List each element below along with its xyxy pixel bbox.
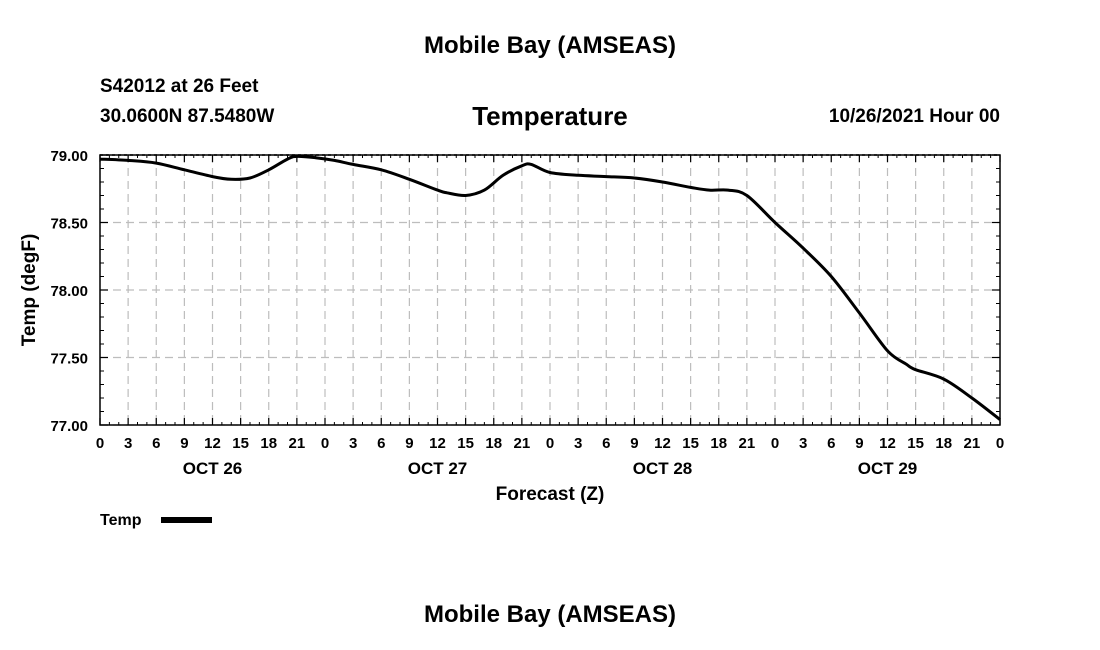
x-axis-title: Forecast (Z) — [496, 484, 605, 505]
x-tick-label: 21 — [289, 435, 306, 452]
x-tick-label: 21 — [964, 435, 981, 452]
y-tick-label: 79.00 — [50, 148, 88, 165]
x-tick-label: 6 — [152, 435, 160, 452]
x-tick-label: 0 — [96, 435, 104, 452]
y-tick-label: 77.50 — [50, 351, 88, 368]
day-label: OCT 29 — [858, 459, 918, 478]
station-label: S42012 at 26 Feet — [100, 76, 259, 97]
page-title: Mobile Bay (AMSEAS) — [423, 32, 677, 59]
x-tick-label: 6 — [827, 435, 835, 452]
x-tick-label: 6 — [602, 435, 610, 452]
x-tick-label: 0 — [321, 435, 329, 452]
x-tick-label: 9 — [855, 435, 863, 452]
x-tick-label: 21 — [739, 435, 756, 452]
x-tick-label: 12 — [879, 435, 896, 452]
day-label: OCT 26 — [183, 459, 243, 478]
x-tick-label: 12 — [429, 435, 446, 452]
x-tick-label: 18 — [260, 435, 277, 452]
x-tick-label: 18 — [710, 435, 727, 452]
chart-title: Temperature — [472, 101, 628, 131]
coordinates-label: 30.0600N 87.5480W — [100, 106, 275, 127]
x-tick-label: 9 — [405, 435, 413, 452]
x-tick-label: 18 — [935, 435, 952, 452]
x-tick-label: 12 — [654, 435, 671, 452]
y-axis-title: Temp (degF) — [19, 234, 40, 347]
x-tick-label: 0 — [771, 435, 779, 452]
y-tick-label: 77.00 — [50, 418, 88, 435]
x-tick-label: 3 — [124, 435, 132, 452]
x-tick-label: 18 — [485, 435, 502, 452]
x-tick-label: 15 — [232, 435, 249, 452]
x-tick-label: 3 — [574, 435, 582, 452]
x-tick-label: 21 — [514, 435, 531, 452]
grid — [100, 154, 1000, 426]
axis-ticks — [99, 154, 1001, 426]
x-tick-label: 3 — [799, 435, 807, 452]
legend: Temp — [100, 512, 212, 529]
x-tick-label: 6 — [377, 435, 385, 452]
day-label: OCT 28 — [633, 459, 693, 478]
legend-label: Temp — [100, 512, 142, 529]
x-tick-label: 15 — [682, 435, 699, 452]
y-tick-label: 78.00 — [50, 283, 88, 300]
x-tick-label: 15 — [907, 435, 924, 452]
x-tick-label: 9 — [180, 435, 188, 452]
axis-labels: 0 3 6 9 12 15 18 21 0 3 6 9 12 15 18 21 0 3 6 9 12 15 18 21 0 3 6 9… — [50, 148, 1004, 478]
y-tick-label: 78.50 — [50, 216, 88, 233]
x-tick-label: 12 — [204, 435, 221, 452]
legend-swatch — [161, 517, 212, 523]
x-tick-label: 0 — [996, 435, 1004, 452]
footer-title: Mobile Bay (AMSEAS) — [423, 601, 677, 628]
x-tick-label: 15 — [457, 435, 474, 452]
x-tick-label: 0 — [546, 435, 554, 452]
x-tick-label: 9 — [630, 435, 638, 452]
forecast-datetime: 10/26/2021 Hour 00 — [828, 106, 1000, 127]
temp-series-line — [99, 154, 1001, 421]
day-label: OCT 27 — [408, 459, 468, 478]
x-tick-label: 3 — [349, 435, 357, 452]
